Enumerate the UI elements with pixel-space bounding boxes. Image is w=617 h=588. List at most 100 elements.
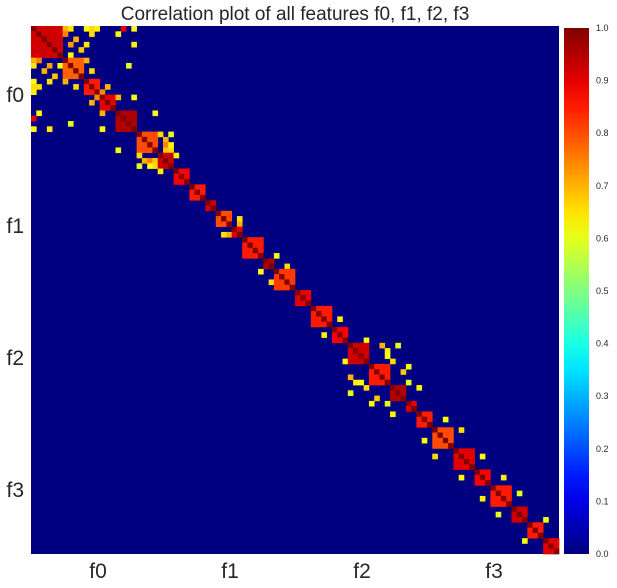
heatmap-cell: [141, 142, 148, 148]
heatmap-cell: [368, 363, 375, 370]
heatmap-cell: [326, 321, 333, 328]
heatmap-cell: [157, 163, 164, 169]
heatmap-cell: [194, 184, 201, 191]
heatmap-cell: [221, 210, 227, 217]
heatmap-cell: [89, 31, 95, 37]
heatmap-cell: [310, 305, 317, 312]
heatmap-cell: [131, 94, 137, 101]
heatmap-cell: [390, 411, 396, 418]
heatmap-cell: [353, 342, 359, 349]
heatmap-cell: [347, 390, 354, 396]
heatmap-cell: [263, 258, 269, 264]
heatmap-cell: [516, 511, 523, 518]
heatmap-cell: [289, 284, 296, 291]
heatmap-cell: [31, 84, 37, 90]
heatmap-cell: [268, 279, 275, 286]
heatmap-cell: [115, 94, 122, 101]
heatmap-cell: [458, 458, 465, 465]
heatmap-cell: [242, 247, 248, 254]
heatmap-cell: [400, 385, 407, 391]
heatmap-cell: [136, 131, 143, 138]
heatmap-cell: [104, 94, 111, 101]
heatmap-cell: [368, 400, 375, 407]
heatmap-cell: [178, 173, 185, 180]
heatmap-cell: [448, 432, 454, 439]
heatmap-cell: [527, 532, 533, 539]
heatmap-cell: [258, 237, 264, 243]
colorbar-tick-label: 0.9: [596, 76, 609, 86]
heatmap-cell: [421, 411, 428, 418]
heatmap-cell: [41, 31, 48, 37]
heatmap-cell: [490, 501, 496, 507]
heatmap-cell: [36, 52, 42, 59]
heatmap-cell: [411, 406, 417, 412]
heatmap-cell: [363, 348, 370, 354]
heatmap-cell: [522, 511, 528, 518]
heatmap-cell: [316, 316, 322, 323]
heatmap-cell: [83, 78, 90, 85]
heatmap-cell: [279, 284, 285, 291]
heatmap-cell: [89, 84, 95, 90]
heatmap-cell: [46, 52, 53, 59]
heatmap-cell: [347, 358, 354, 365]
x-tick-label: f3: [485, 560, 503, 583]
heatmap-cell: [46, 78, 53, 85]
heatmap-cell: [31, 47, 37, 53]
heatmap-cell: [500, 495, 507, 502]
heatmap-cell: [284, 268, 291, 275]
heatmap-cell: [168, 152, 174, 159]
heatmap-cell: [189, 194, 196, 201]
heatmap-cell: [300, 290, 306, 296]
heatmap-cell: [242, 242, 248, 249]
heatmap-cell: [247, 253, 254, 259]
heatmap-cell: [405, 406, 412, 412]
heatmap-cell: [226, 210, 232, 217]
heatmap-cell: [268, 263, 275, 270]
heatmap-cell: [147, 136, 153, 143]
heatmap-cell: [73, 68, 79, 74]
heatmap-cell: [295, 300, 301, 307]
heatmap-cell: [173, 168, 180, 175]
heatmap-cell: [41, 36, 48, 43]
heatmap-cell: [463, 448, 470, 455]
heatmap-cell: [73, 36, 79, 43]
heatmap-cell: [458, 474, 465, 481]
heatmap-cell: [67, 57, 74, 64]
heatmap-cell: [448, 443, 454, 449]
heatmap-cell: [442, 443, 449, 449]
heatmap-cell: [57, 26, 64, 32]
heatmap-cell: [136, 142, 143, 148]
heatmap-cell: [126, 110, 132, 117]
heatmap-cell: [379, 379, 386, 386]
heatmap-cell: [500, 485, 507, 491]
colorbar-tick-label: 0.6: [596, 233, 609, 243]
heatmap-cell: [252, 253, 259, 259]
heatmap-cell: [221, 231, 227, 238]
heatmap-cell: [31, 36, 37, 43]
heatmap-cell: [405, 363, 412, 370]
colorbar: 0.0 0.1 0.2 0.3 0.4 0.5 0.6 0.7 0.8 0.9 1.0: [564, 23, 609, 559]
heatmap-cell: [78, 68, 85, 74]
heatmap-cell: [226, 221, 232, 227]
y-tick-label: f2: [6, 347, 24, 370]
heatmap-cell: [226, 216, 232, 222]
heatmap-cell: [469, 464, 475, 470]
heatmap-cell: [295, 290, 301, 296]
heatmap-cell: [221, 221, 227, 227]
heatmap-cell: [31, 115, 37, 122]
heatmap-cell: [163, 163, 169, 169]
heatmap-cell: [67, 121, 74, 127]
heatmap-cell: [453, 464, 460, 470]
heatmap-cell: [358, 358, 364, 365]
heatmap-cell: [141, 131, 148, 138]
heatmap-cell: [147, 131, 153, 138]
heatmap-cell: [405, 379, 412, 386]
heatmap-cell: [416, 422, 423, 428]
heatmap-cell: [485, 469, 491, 476]
heatmap-cell: [432, 443, 438, 449]
heatmap-cell: [347, 348, 354, 354]
heatmap-cell: [527, 527, 533, 534]
heatmap-cell: [31, 26, 37, 32]
colorbar-tick-label: 0.7: [596, 181, 609, 191]
heatmap-cell: [247, 242, 254, 249]
